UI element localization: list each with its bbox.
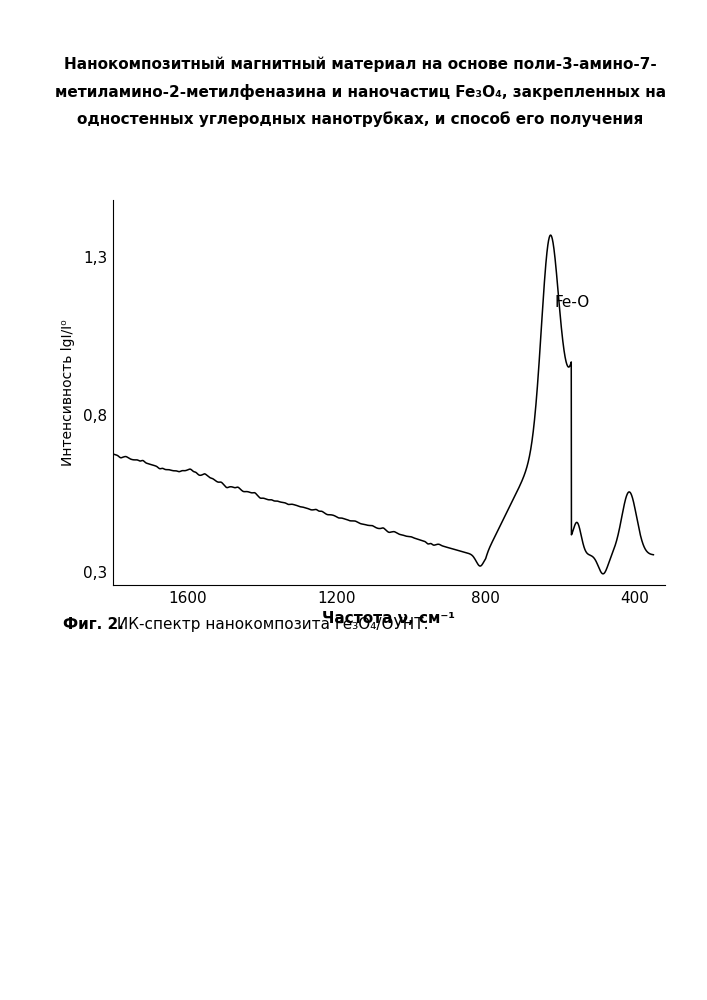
Y-axis label: Интенсивность lgI/I⁰: Интенсивность lgI/I⁰ [61, 319, 75, 466]
Text: Нанокомпозитный магнитный материал на основе поли-3-амино-7-
метиламино-2-метилф: Нанокомпозитный магнитный материал на ос… [55, 57, 666, 127]
Text: ИК-спектр нанокомпозита Fe₃O₄/ОУНТ.: ИК-спектр нанокомпозита Fe₃O₄/ОУНТ. [112, 617, 428, 632]
X-axis label: Частота ν, см⁻¹: Частота ν, см⁻¹ [322, 611, 455, 626]
Text: Фиг. 2.: Фиг. 2. [63, 617, 124, 632]
Text: Fe-O: Fe-O [555, 295, 590, 310]
